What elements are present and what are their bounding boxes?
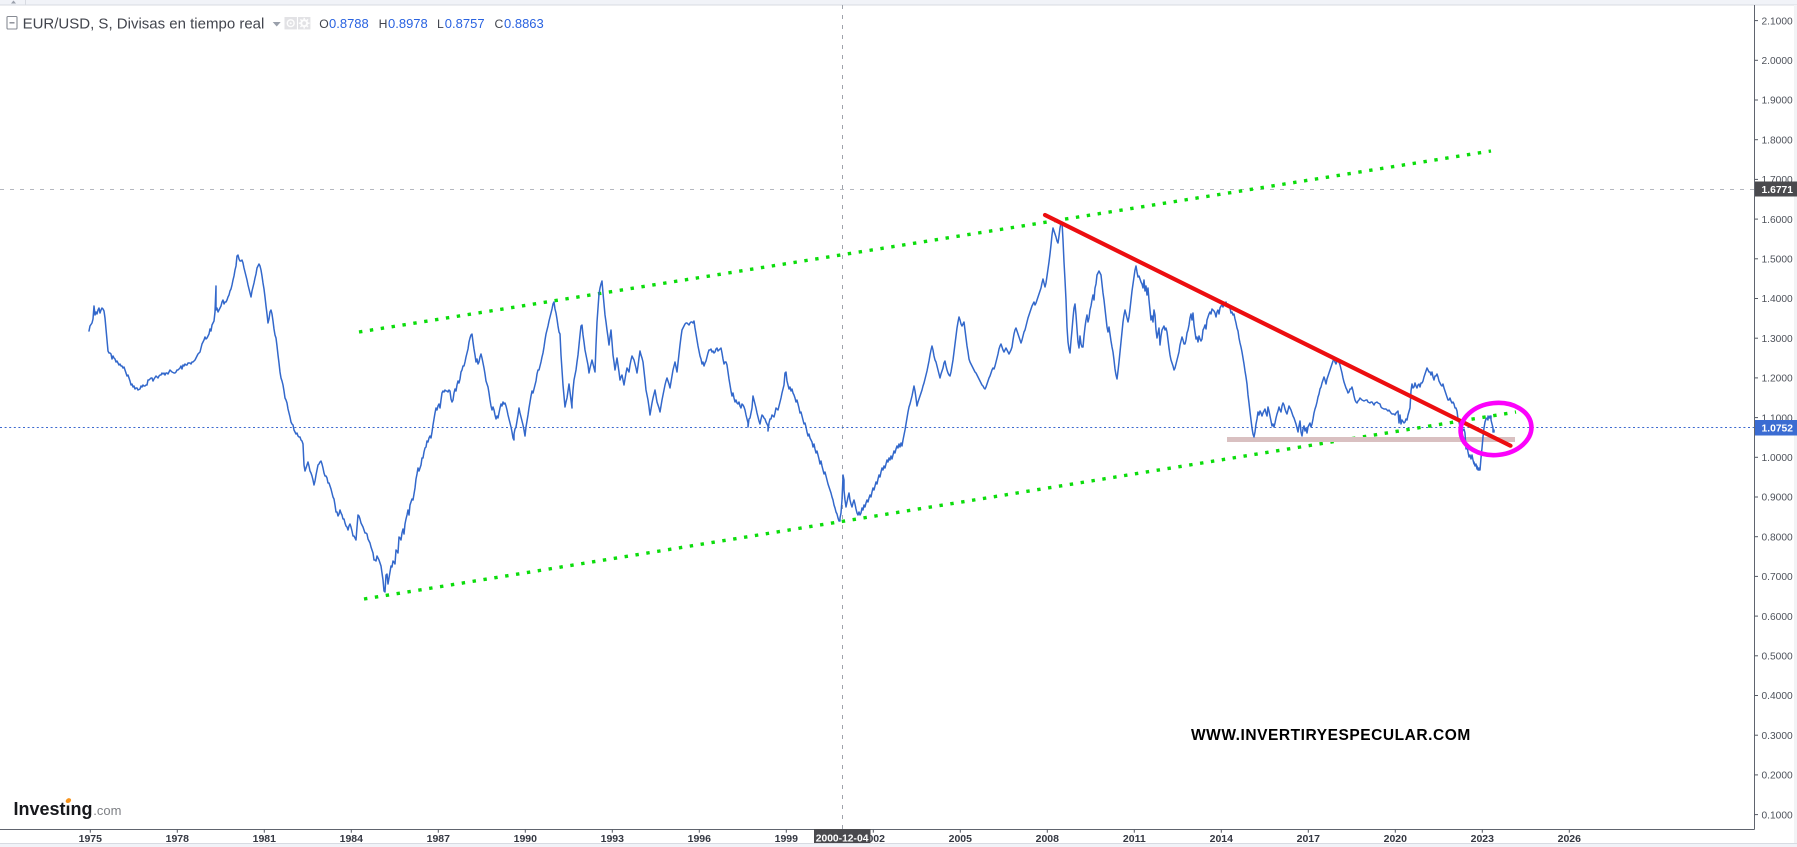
svg-text:1975: 1975 [79, 833, 103, 845]
svg-text:0.2000: 0.2000 [1762, 771, 1793, 782]
svg-text:0.8788: 0.8788 [329, 16, 369, 31]
svg-text:H: H [379, 17, 388, 31]
svg-text:0.8863: 0.8863 [504, 16, 544, 31]
svg-text:0.8978: 0.8978 [388, 16, 428, 31]
svg-text:1.8000: 1.8000 [1762, 135, 1793, 146]
svg-text:1.6000: 1.6000 [1762, 215, 1793, 226]
svg-text:2008: 2008 [1036, 833, 1060, 845]
svg-text:2020: 2020 [1384, 833, 1408, 845]
svg-text:1999: 1999 [775, 833, 799, 845]
svg-text:1.4000: 1.4000 [1762, 294, 1793, 305]
svg-text:0.7000: 0.7000 [1762, 572, 1793, 583]
svg-text:2011: 2011 [1123, 833, 1146, 845]
svg-text:.com: .com [93, 803, 121, 818]
svg-text:0.4000: 0.4000 [1762, 691, 1793, 702]
svg-text:2005: 2005 [949, 833, 973, 845]
svg-text:1987: 1987 [427, 833, 451, 845]
svg-text:1.6771: 1.6771 [1762, 185, 1794, 196]
svg-text:1.0000: 1.0000 [1762, 453, 1793, 464]
svg-text:1993: 1993 [601, 833, 625, 845]
svg-text:1981: 1981 [253, 833, 277, 845]
svg-text:1996: 1996 [688, 833, 712, 845]
svg-text:1.3000: 1.3000 [1762, 334, 1793, 345]
svg-text:0.6000: 0.6000 [1762, 612, 1793, 623]
svg-text:0.8000: 0.8000 [1762, 532, 1793, 543]
svg-text:Investing: Investing [14, 799, 93, 819]
svg-text:C: C [495, 17, 504, 31]
svg-text:2014: 2014 [1210, 833, 1234, 845]
svg-text:1978: 1978 [166, 833, 190, 845]
svg-text:2.0000: 2.0000 [1762, 56, 1793, 67]
svg-text:2.1000: 2.1000 [1762, 16, 1793, 27]
svg-text:2023: 2023 [1471, 833, 1495, 845]
svg-text:EUR/USD, S, Divisas en tiempo: EUR/USD, S, Divisas en tiempo real [23, 15, 265, 32]
svg-text:1.1000: 1.1000 [1762, 413, 1793, 424]
svg-text:1.2000: 1.2000 [1762, 374, 1793, 385]
svg-text:WWW.INVERTIRYESPECULAR.COM: WWW.INVERTIRYESPECULAR.COM [1191, 727, 1471, 744]
svg-text:2000-12-04: 2000-12-04 [816, 833, 869, 844]
svg-text:2017: 2017 [1297, 833, 1321, 845]
svg-text:1.5000: 1.5000 [1762, 255, 1793, 266]
svg-text:0.8757: 0.8757 [445, 16, 485, 31]
svg-text:1.7000: 1.7000 [1762, 175, 1793, 186]
svg-text:1.9000: 1.9000 [1762, 96, 1793, 107]
svg-text:O: O [319, 17, 328, 31]
svg-text:1990: 1990 [514, 833, 538, 845]
svg-text:0.3000: 0.3000 [1762, 731, 1793, 742]
svg-text:1.0752: 1.0752 [1762, 424, 1794, 435]
svg-text:2026: 2026 [1558, 833, 1582, 845]
svg-text:0.5000: 0.5000 [1762, 652, 1793, 663]
svg-text:0.9000: 0.9000 [1762, 493, 1793, 504]
svg-text:1984: 1984 [340, 833, 364, 845]
svg-text:L: L [437, 17, 444, 31]
svg-text:0.1000: 0.1000 [1762, 810, 1793, 821]
